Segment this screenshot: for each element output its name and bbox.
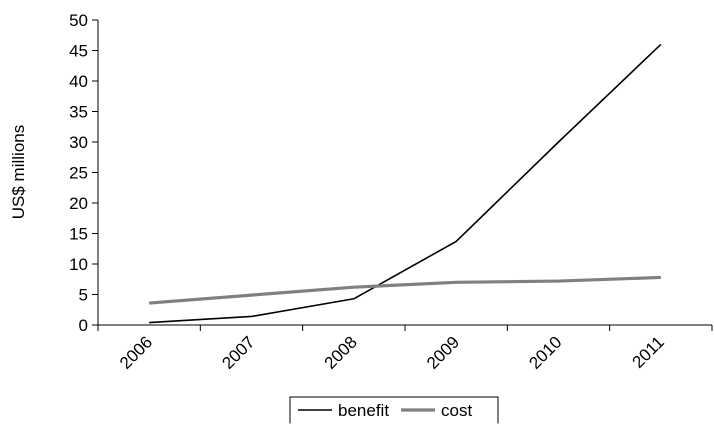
y-tick-label: 15 bbox=[69, 225, 88, 244]
x-tick-label: 2011 bbox=[629, 333, 668, 372]
y-axis-title: US$ millions bbox=[9, 125, 28, 219]
y-tick-label: 0 bbox=[79, 316, 88, 335]
y-tick-label: 20 bbox=[69, 194, 88, 213]
legend: benefit cost bbox=[289, 396, 499, 425]
x-tick-label: 2007 bbox=[218, 333, 258, 373]
series-line-cost bbox=[149, 275, 661, 305]
y-tick-label: 5 bbox=[79, 286, 88, 305]
series-line-benefit bbox=[149, 43, 662, 324]
y-axis: 0 5 10 15 20 25 30 35 40 45 50 bbox=[69, 11, 99, 335]
legend-label-benefit: benefit bbox=[338, 401, 389, 420]
legend-box bbox=[289, 396, 499, 425]
legend-label-cost: cost bbox=[441, 401, 472, 420]
y-tick-label: 50 bbox=[69, 11, 88, 30]
y-tick-label: 35 bbox=[69, 103, 88, 122]
y-tick-label: 30 bbox=[69, 133, 88, 152]
x-tick-label: 2009 bbox=[423, 333, 463, 373]
x-tick-label: 2008 bbox=[321, 333, 361, 373]
y-tick-label: 25 bbox=[69, 164, 88, 183]
series-layer bbox=[149, 43, 662, 324]
y-tick-label: 45 bbox=[69, 42, 88, 61]
y-tick-label: 40 bbox=[69, 72, 88, 91]
y-tick-label: 10 bbox=[69, 255, 88, 274]
x-tick-label: 2010 bbox=[525, 333, 565, 373]
x-tick-label: 2006 bbox=[116, 333, 156, 373]
x-axis: 2006 2007 2008 2009 2010 2011 bbox=[97, 324, 713, 373]
